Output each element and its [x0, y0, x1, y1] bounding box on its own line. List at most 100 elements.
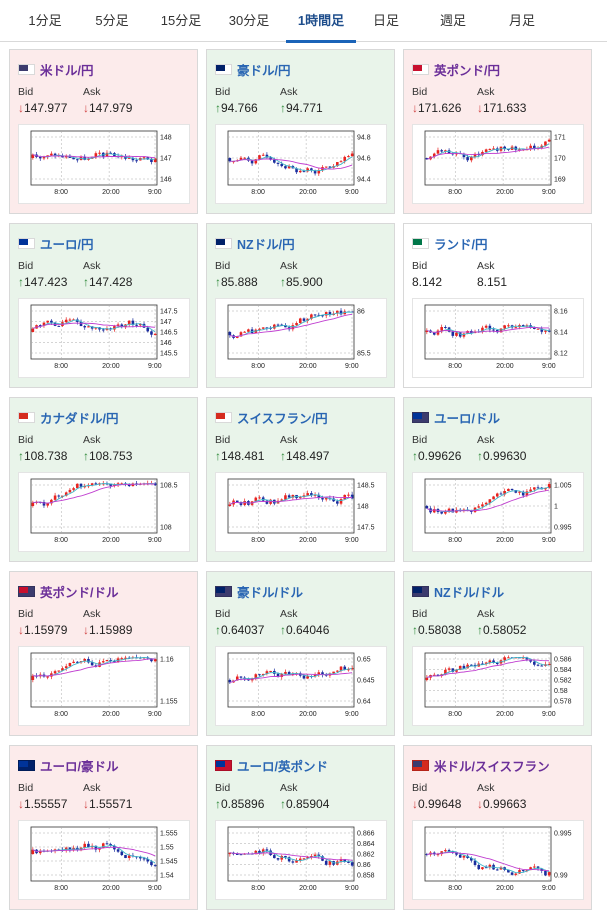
x-tick-label: 20:00 — [299, 189, 317, 196]
candle-body — [284, 495, 287, 500]
candle-body — [153, 158, 157, 163]
flag-icon — [412, 63, 429, 75]
chart-container[interactable]: 8.16 8.14 8.12 8:00 20:00 9:00 — [412, 298, 584, 378]
candle-body — [150, 159, 153, 163]
candle-body — [518, 149, 521, 151]
chart-container[interactable]: 1.005 1 0.995 8:00 20:00 9:00 — [412, 472, 584, 552]
ask-price: 0.64046 — [286, 623, 330, 637]
x-tick-label: 9:00 — [542, 189, 556, 196]
pair-link[interactable]: ユーロ/英ポンド — [215, 757, 328, 774]
chart-container[interactable]: 94.8 94.6 94.4 8:00 20:00 9:00 — [215, 124, 387, 204]
y-tick-label: 1.54 — [160, 873, 174, 880]
candle-body — [317, 314, 321, 316]
candle-body — [239, 157, 243, 161]
tab-5[interactable]: 日足 — [372, 13, 399, 28]
ma-long-line — [32, 846, 156, 857]
chart-container[interactable]: 1.555 1.55 1.545 1.54 8:00 20:00 9:00 — [18, 820, 190, 900]
bid-label: Bid — [18, 782, 34, 794]
pair-link[interactable]: NZドル/ドル — [412, 583, 504, 600]
chart-container[interactable]: 0.995 0.99 8:00 20:00 9:00 — [412, 820, 584, 900]
candle-body — [113, 326, 116, 330]
tab-6[interactable]: 週足 — [439, 13, 466, 28]
price-chart: 171 170 169 8:00 20:00 9:00 — [424, 130, 566, 196]
candle-body — [495, 493, 499, 497]
chart-container[interactable]: 148.5 148 147.5 8:00 20:00 9:00 — [215, 472, 387, 552]
candle-body — [462, 333, 466, 337]
bid-label: Bid — [18, 260, 34, 272]
candle-body — [432, 332, 436, 335]
candle-body — [68, 489, 72, 493]
candle-body — [254, 497, 258, 502]
candle-body — [239, 332, 243, 337]
pair-link[interactable]: 英ポンド/ドル — [18, 583, 118, 600]
candle-body — [247, 329, 250, 332]
pair-link[interactable]: 米ドル/スイスフラン — [412, 757, 550, 774]
pair-link[interactable]: スイスフラン/円 — [215, 409, 328, 426]
pair-link[interactable]: 豪ドル/円 — [215, 61, 290, 78]
tab-1[interactable]: 5分足 — [95, 13, 129, 28]
chart-container[interactable]: 108.5 108 8:00 20:00 9:00 — [18, 472, 190, 552]
tab-7[interactable]: 月足 — [508, 13, 535, 28]
ask-value: ↑94.771 — [280, 101, 323, 115]
pair-link[interactable]: カナダドル/円 — [18, 409, 118, 426]
tab-3[interactable]: 30分足 — [228, 13, 270, 28]
candle-body — [310, 856, 313, 858]
ask-label: Ask — [280, 434, 298, 446]
candle-body — [94, 153, 98, 157]
candle-body — [83, 326, 87, 328]
ask-value: ↓147.979 — [83, 101, 132, 115]
candle-body — [295, 860, 298, 863]
currency-card: ユーロ/円 Bid Ask ↑147.423 ↑147.428 147.5 147 146.5… — [9, 223, 198, 388]
chart-container[interactable]: 0.866 0.864 0.862 0.86 0.858 8:00 20:00 9:00 — [215, 820, 387, 900]
candle-body — [533, 487, 536, 490]
price-chart: 86 85.5 8:00 20:00 9:00 — [227, 304, 371, 370]
y-tick-label: 1.155 — [160, 699, 178, 706]
chart-container[interactable]: 171 170 169 8:00 20:00 9:00 — [412, 124, 584, 204]
candle-body — [124, 855, 127, 858]
tab-4[interactable]: 1時間足 — [286, 0, 356, 43]
candle-body — [536, 328, 540, 330]
pair-link[interactable]: ユーロ/豪ドル — [18, 757, 118, 774]
candle-body — [455, 669, 458, 672]
chart-container[interactable]: 0.586 0.584 0.582 0.58 0.578 8:00 20:00 9:00 — [412, 646, 584, 726]
candle-body — [481, 867, 484, 870]
tab-0[interactable]: 1分足 — [28, 13, 62, 28]
chart-container[interactable]: 0.65 0.645 0.64 8:00 20:00 9:00 — [215, 646, 387, 726]
ma-short-line — [229, 311, 353, 338]
chart-container[interactable]: 86 85.5 8:00 20:00 9:00 — [215, 298, 387, 378]
tab-2[interactable]: 15分足 — [160, 13, 202, 28]
candle-body — [284, 855, 287, 858]
ask-price: 147.979 — [89, 101, 133, 115]
candle-body — [440, 327, 443, 331]
ask-label: Ask — [477, 782, 495, 794]
chart-container[interactable]: 147.5 147 146.5 146 145.5 8:00 20:00 9:00 — [18, 298, 190, 378]
pair-link[interactable]: 米ドル/円 — [18, 61, 93, 78]
pair-link[interactable]: ランド/円 — [412, 235, 487, 252]
candle-body — [350, 153, 354, 157]
bid-price: 147.423 — [24, 275, 68, 289]
candle-body — [470, 156, 473, 161]
chart-container[interactable]: 148 147 146 8:00 20:00 9:00 — [18, 124, 190, 204]
candle-body — [42, 322, 46, 326]
ask-price: 0.58052 — [483, 623, 527, 637]
y-tick-label: 148 — [160, 135, 172, 142]
pair-link[interactable]: ユーロ/円 — [18, 235, 93, 252]
price-chart: 148.5 148 147.5 8:00 20:00 9:00 — [227, 478, 375, 544]
candle-body — [436, 330, 440, 335]
candle-body — [436, 854, 440, 856]
pair-link[interactable]: 英ポンド/円 — [412, 61, 500, 78]
chart-container[interactable]: 1.16 1.155 8:00 20:00 9:00 — [18, 646, 190, 726]
pair-link[interactable]: ユーロ/ドル — [412, 409, 500, 426]
candle-body — [57, 495, 61, 497]
candle-body — [98, 327, 101, 330]
pair-link[interactable]: 豪ドル/ドル — [215, 583, 303, 600]
currency-card: 豪ドル/ドル Bid Ask ↑0.64037 ↑0.64046 0.65 0.645 0.6… — [206, 571, 395, 736]
trend-arrow-icon: ↓ — [18, 623, 24, 637]
candle-body — [455, 332, 458, 336]
candle-body — [306, 856, 309, 859]
pair-link[interactable]: NZドル/円 — [215, 235, 295, 252]
candle-body — [447, 850, 451, 852]
x-tick-label: 9:00 — [345, 711, 359, 718]
y-tick-label: 85.5 — [357, 351, 371, 358]
candle-body — [105, 659, 109, 662]
